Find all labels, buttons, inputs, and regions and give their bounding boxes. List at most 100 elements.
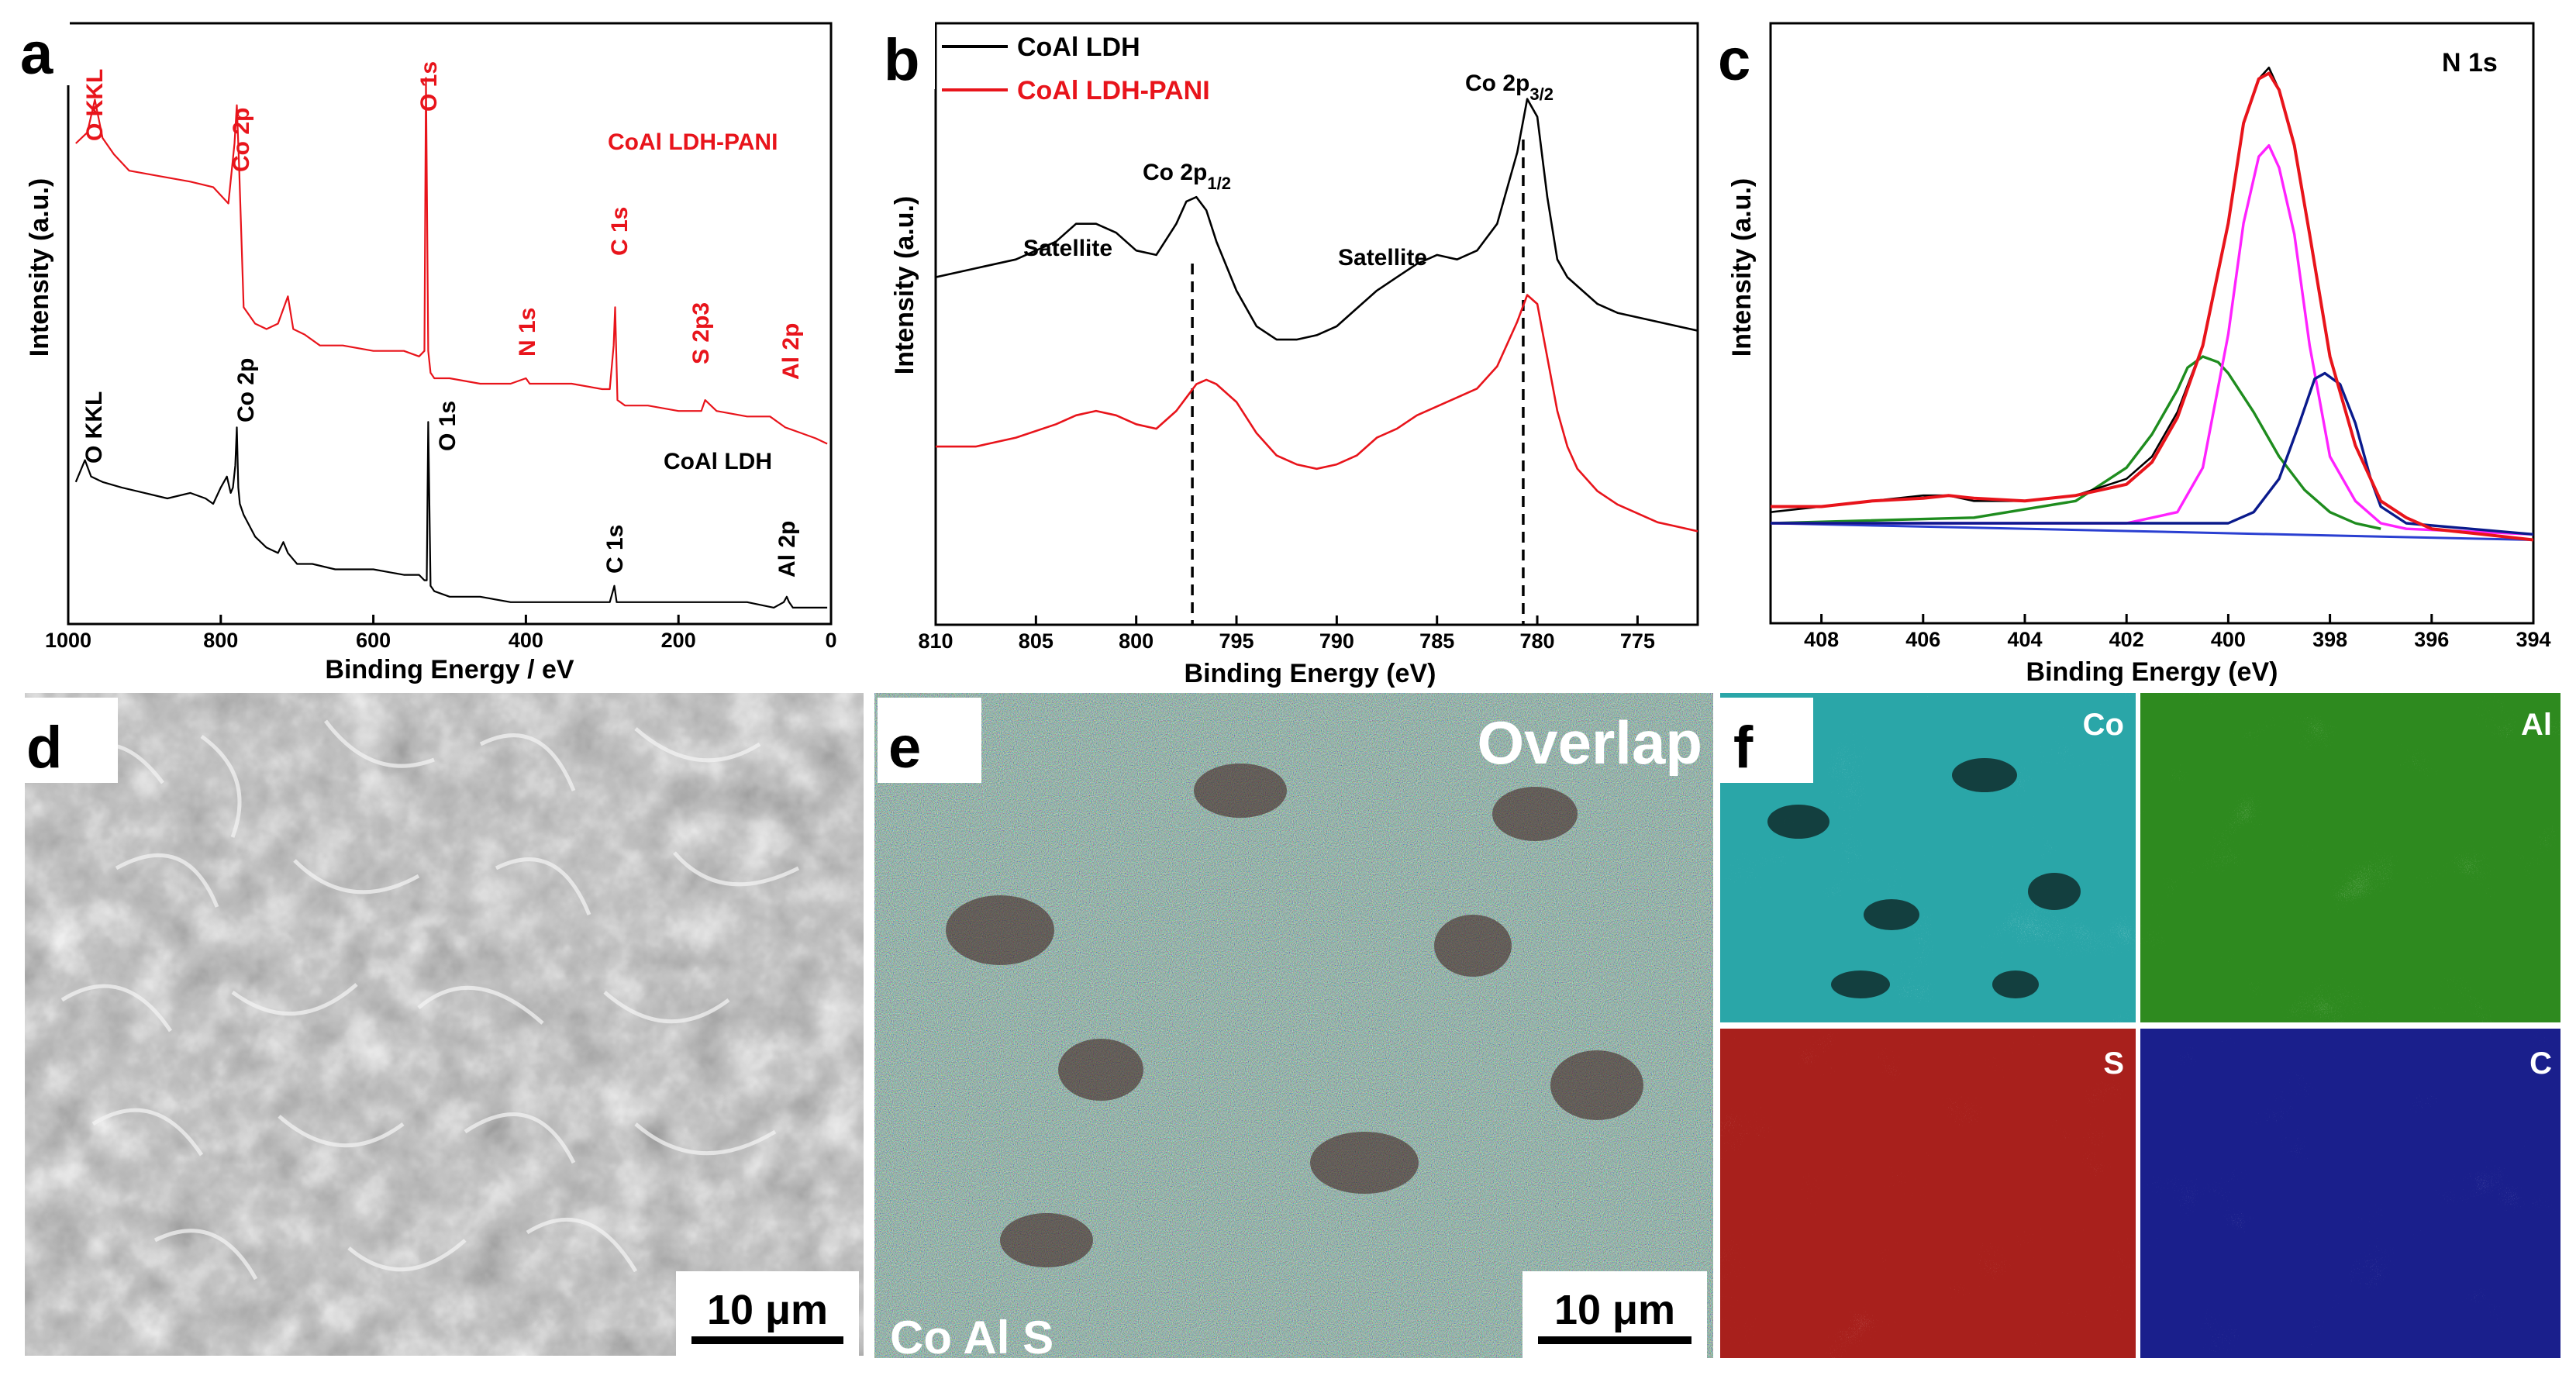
x-tick-label: 790 bbox=[1319, 629, 1354, 653]
c-xlabel: Binding Energy (eV) bbox=[2026, 657, 2278, 687]
panel-label-e: e bbox=[888, 715, 921, 781]
x-tick-label: 600 bbox=[356, 629, 391, 652]
f-label-s: S bbox=[2103, 1046, 2124, 1081]
e-dark-patches bbox=[946, 764, 1643, 1267]
a-ann-c1s-red: C 1s bbox=[607, 207, 633, 256]
panel-c-component-green bbox=[1771, 355, 2381, 530]
a-label-bg bbox=[16, 19, 70, 85]
x-tick-label: 800 bbox=[203, 629, 238, 652]
c-ylabel: Intensity (a.u.) bbox=[1727, 178, 1757, 357]
c-label-bg bbox=[1715, 19, 1769, 89]
panel-a-survey-spectrum: 1000 800 600 400 200 0 O KKL Co 2p O 1s N 1s … bbox=[16, 19, 837, 684]
a-ann-s2p3-red: S 2p3 bbox=[688, 302, 714, 364]
x-tick-label: 408 bbox=[1804, 628, 1839, 651]
x-tick-label: 795 bbox=[1219, 629, 1254, 653]
x-tick-label: 1000 bbox=[45, 629, 91, 652]
e-title-overlap: Overlap bbox=[1478, 708, 1702, 777]
panel-c-frame bbox=[1769, 22, 2535, 625]
e-label-bg bbox=[878, 698, 981, 783]
panel-c-ticks: 408 406 404 402 400 398 396 394 bbox=[1804, 614, 2551, 651]
d-scalebar-line bbox=[691, 1336, 843, 1344]
panel-b-series-coal-ldh-pani bbox=[936, 294, 1698, 533]
e-scalebar-text: 10 μm bbox=[1554, 1287, 1675, 1333]
panel-e-overlap-map: e Overlap Co Al S 10 μm bbox=[874, 693, 1713, 1363]
b-ann-co2p-right: Co 2p3/2 bbox=[1465, 71, 1554, 104]
panel-c-component-navy bbox=[1771, 371, 2533, 536]
a-ylabel: Intensity (a.u.) bbox=[25, 178, 54, 357]
panel-b-series-coal-ldh bbox=[936, 98, 1698, 341]
x-tick-label: 398 bbox=[2312, 628, 2347, 651]
panel-a-series-coal-ldh bbox=[74, 421, 828, 609]
x-tick-label: 396 bbox=[2414, 628, 2449, 651]
panel-d-sem-image: d 10 μm bbox=[16, 693, 864, 1358]
x-tick-label: 810 bbox=[918, 629, 953, 653]
x-tick-label: 400 bbox=[509, 629, 543, 652]
panel-c-raw-data bbox=[1771, 67, 2533, 541]
a-ann-o1s-black: O 1s bbox=[435, 401, 460, 451]
b-ann-satellite-left: Satellite bbox=[1023, 236, 1112, 261]
f-map-al-texture bbox=[2140, 693, 2560, 1022]
panel-c-component-magenta bbox=[1771, 143, 2533, 536]
panel-f-element-maps: f Co Al S C bbox=[1720, 693, 2560, 1358]
panel-c-baseline bbox=[1771, 522, 2533, 541]
a-label-coal-ldh: CoAl LDH bbox=[664, 449, 772, 474]
f-co-dark-regions bbox=[1767, 758, 2081, 998]
b-legend-coal-ldh: CoAl LDH bbox=[1017, 33, 1140, 62]
x-tick-label: 780 bbox=[1520, 629, 1555, 653]
b-ylabel: Intensity (a.u.) bbox=[890, 196, 919, 374]
e-scalebar-line bbox=[1538, 1336, 1691, 1344]
a-ann-al2p-red: Al 2p bbox=[778, 323, 804, 380]
x-tick-label: 805 bbox=[1019, 629, 1054, 653]
a-label-coal-ldh-pani: CoAl LDH-PANI bbox=[608, 129, 778, 155]
panel-label-a: a bbox=[20, 21, 53, 87]
d-nanosheet-edges bbox=[60, 719, 800, 1281]
x-tick-label: 200 bbox=[661, 629, 696, 652]
x-tick-label: 785 bbox=[1419, 629, 1454, 653]
a-ann-c1s-black: C 1s bbox=[602, 525, 628, 574]
b-xlabel: Binding Energy (eV) bbox=[1185, 659, 1436, 688]
b-ann-co2p-left-main: Co 2p bbox=[1143, 160, 1207, 185]
x-tick-label: 0 bbox=[825, 629, 836, 652]
panel-a-series-coal-ldh-pani bbox=[75, 77, 828, 445]
a-ann-n1s-red: N 1s bbox=[515, 308, 540, 357]
a-ann-okkl-red: O KKL bbox=[82, 69, 108, 141]
panel-a-frame bbox=[67, 22, 833, 626]
d-scalebar-text: 10 μm bbox=[707, 1287, 828, 1333]
b-ann-co2p-right-sub: 3/2 bbox=[1529, 84, 1554, 104]
a-ann-okkl-black: O KKL bbox=[81, 391, 107, 464]
b-ann-satellite-right: Satellite bbox=[1338, 245, 1427, 271]
panel-label-f: f bbox=[1733, 715, 1754, 781]
x-tick-label: 775 bbox=[1620, 629, 1655, 653]
b-ann-co2p-left: Co 2p1/2 bbox=[1143, 160, 1231, 193]
f-label-c: C bbox=[2529, 1046, 2552, 1081]
f-map-s-texture bbox=[1720, 1029, 2136, 1358]
panel-b-co2p-spectrum: 810 805 800 795 790 785 780 775 CoAl LDH CoAl L… bbox=[881, 19, 1699, 688]
f-label-co: Co bbox=[2083, 708, 2124, 742]
panel-label-c: c bbox=[1718, 27, 1750, 93]
b-legend-coal-ldh-pani: CoAl LDH-PANI bbox=[1017, 76, 1210, 105]
a-ann-o1s-red: O 1s bbox=[416, 61, 442, 112]
c-title-n1s: N 1s bbox=[2442, 48, 2498, 78]
f-map-c-texture bbox=[2140, 1029, 2560, 1358]
f-label-bg bbox=[1720, 698, 1813, 783]
panel-a-ticks: 1000 800 600 400 200 0 bbox=[45, 615, 837, 652]
b-label-bg bbox=[881, 19, 935, 89]
panel-c-n1s-spectrum: 408 406 404 402 400 398 396 394 N 1s Binding En… bbox=[1715, 19, 2551, 687]
panel-b-frame bbox=[934, 22, 1699, 626]
x-tick-label: 394 bbox=[2516, 628, 2550, 651]
panel-c-fit-envelope bbox=[1771, 71, 2533, 542]
a-ann-co2p-black: Co 2p bbox=[233, 358, 259, 422]
b-ann-co2p-left-sub: 1/2 bbox=[1207, 174, 1231, 193]
x-tick-label: 800 bbox=[1119, 629, 1154, 653]
f-label-al: Al bbox=[2521, 708, 2552, 742]
x-tick-label: 406 bbox=[1905, 628, 1940, 651]
e-image-texture bbox=[874, 693, 1713, 1358]
b-ann-co2p-right-main: Co 2p bbox=[1465, 71, 1529, 96]
a-ann-al2p-black: Al 2p bbox=[774, 521, 800, 577]
a-xlabel: Binding Energy / eV bbox=[325, 655, 574, 684]
d-label-bg bbox=[16, 698, 118, 783]
e-elements-label: Co Al S bbox=[890, 1312, 1054, 1363]
x-tick-label: 402 bbox=[2109, 628, 2144, 651]
panel-label-d: d bbox=[26, 715, 62, 781]
